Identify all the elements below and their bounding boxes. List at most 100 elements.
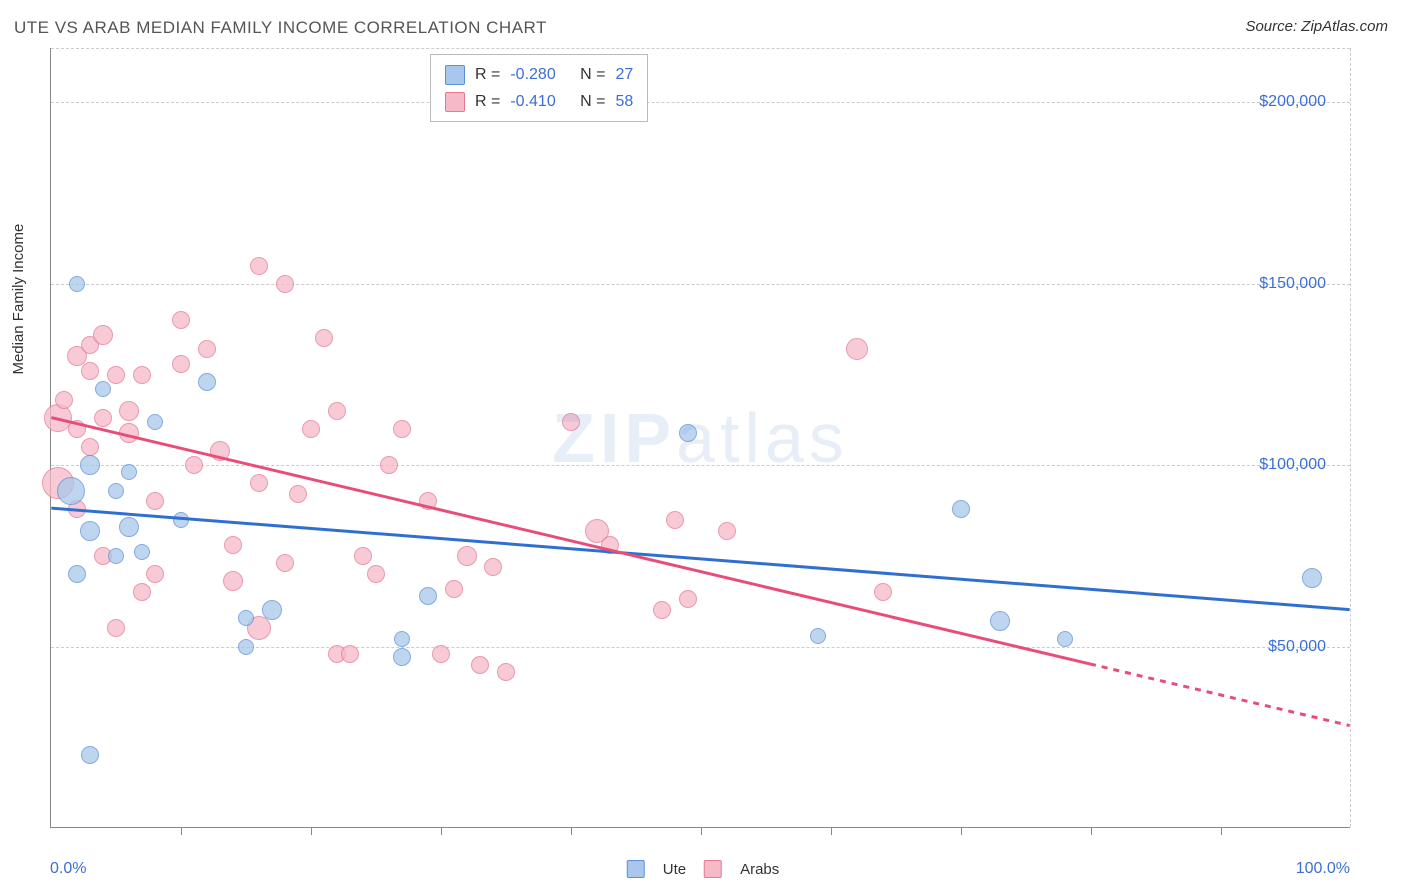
data-point-arabs — [315, 329, 333, 347]
data-point-arabs — [718, 522, 736, 540]
data-point-arabs — [133, 366, 151, 384]
gridline-h — [51, 284, 1350, 285]
data-point-arabs — [419, 492, 437, 510]
data-point-arabs — [81, 362, 99, 380]
swatch-arabs-bottom — [704, 860, 722, 878]
data-point-ute — [121, 464, 137, 480]
chart-title: UTE VS ARAB MEDIAN FAMILY INCOME CORRELA… — [14, 18, 547, 38]
data-point-ute — [1302, 568, 1322, 588]
data-point-ute — [147, 414, 163, 430]
swatch-ute-bottom — [627, 860, 645, 878]
data-point-arabs — [432, 645, 450, 663]
bottom-legend: Ute Arabs — [627, 860, 780, 878]
data-point-arabs — [93, 325, 113, 345]
data-point-arabs — [276, 275, 294, 293]
data-point-ute — [108, 483, 124, 499]
data-point-ute — [57, 477, 85, 505]
tick-bottom — [831, 827, 832, 835]
data-point-arabs — [276, 554, 294, 572]
data-point-arabs — [497, 663, 515, 681]
stats-row-arabs: R = -0.410 N = 58 — [445, 88, 633, 115]
data-point-arabs — [146, 492, 164, 510]
data-point-arabs — [601, 536, 619, 554]
data-point-arabs — [679, 590, 697, 608]
data-point-ute — [1057, 631, 1073, 647]
swatch-arabs — [445, 92, 465, 112]
data-point-ute — [69, 276, 85, 292]
tick-bottom — [311, 827, 312, 835]
data-point-ute — [238, 610, 254, 626]
y-tick-label: $50,000 — [1268, 638, 1326, 656]
data-point-ute — [394, 631, 410, 647]
gridline-h — [51, 102, 1350, 103]
data-point-ute — [95, 381, 111, 397]
tick-bottom — [961, 827, 962, 835]
gridline-h — [51, 48, 1350, 49]
tick-bottom — [701, 827, 702, 835]
data-point-arabs — [68, 420, 86, 438]
legend-label-ute: Ute — [663, 861, 686, 878]
stats-row-ute: R = -0.280 N = 27 — [445, 61, 633, 88]
data-point-arabs — [653, 601, 671, 619]
data-point-ute — [262, 600, 282, 620]
data-point-ute — [198, 373, 216, 391]
tick-bottom — [571, 827, 572, 835]
data-point-ute — [679, 424, 697, 442]
y-tick-label: $100,000 — [1259, 456, 1326, 474]
data-point-ute — [810, 628, 826, 644]
data-point-arabs — [393, 420, 411, 438]
data-point-arabs — [846, 338, 868, 360]
correlation-chart: UTE VS ARAB MEDIAN FAMILY INCOME CORRELA… — [0, 0, 1406, 892]
gridline-v — [1350, 48, 1351, 827]
y-tick-label: $150,000 — [1259, 275, 1326, 293]
data-point-arabs — [341, 645, 359, 663]
data-point-arabs — [874, 583, 892, 601]
data-point-ute — [173, 512, 189, 528]
data-point-arabs — [367, 565, 385, 583]
data-point-arabs — [380, 456, 398, 474]
data-point-arabs — [666, 511, 684, 529]
data-point-arabs — [119, 401, 139, 421]
tick-bottom — [181, 827, 182, 835]
data-point-arabs — [328, 402, 346, 420]
data-point-ute — [81, 746, 99, 764]
y-tick-label: $200,000 — [1259, 93, 1326, 111]
data-point-arabs — [107, 366, 125, 384]
stats-legend: R = -0.280 N = 27 R = -0.410 N = 58 — [430, 54, 648, 122]
data-point-arabs — [354, 547, 372, 565]
data-point-ute — [80, 455, 100, 475]
data-point-ute — [238, 639, 254, 655]
data-point-arabs — [445, 580, 463, 598]
data-point-arabs — [55, 391, 73, 409]
data-point-arabs — [224, 536, 242, 554]
data-point-arabs — [119, 423, 139, 443]
data-point-arabs — [250, 474, 268, 492]
data-point-ute — [108, 548, 124, 564]
legend-label-arabs: Arabs — [740, 861, 779, 878]
tick-bottom — [441, 827, 442, 835]
tick-bottom — [1091, 827, 1092, 835]
data-point-ute — [419, 587, 437, 605]
swatch-ute — [445, 65, 465, 85]
data-point-arabs — [210, 441, 230, 461]
data-point-arabs — [250, 257, 268, 275]
data-point-arabs — [172, 311, 190, 329]
data-point-arabs — [223, 571, 243, 591]
data-point-ute — [119, 517, 139, 537]
data-point-ute — [68, 565, 86, 583]
chart-source: Source: ZipAtlas.com — [1245, 18, 1388, 35]
data-point-arabs — [457, 546, 477, 566]
tick-bottom — [1221, 827, 1222, 835]
data-point-arabs — [562, 413, 580, 431]
data-point-arabs — [133, 583, 151, 601]
data-point-arabs — [185, 456, 203, 474]
x-axis-max: 100.0% — [1296, 860, 1350, 878]
data-point-arabs — [198, 340, 216, 358]
data-point-arabs — [302, 420, 320, 438]
data-point-arabs — [146, 565, 164, 583]
data-point-ute — [952, 500, 970, 518]
data-point-arabs — [81, 438, 99, 456]
data-point-arabs — [94, 409, 112, 427]
data-point-arabs — [107, 619, 125, 637]
y-axis-label: Median Family Income — [10, 224, 27, 375]
